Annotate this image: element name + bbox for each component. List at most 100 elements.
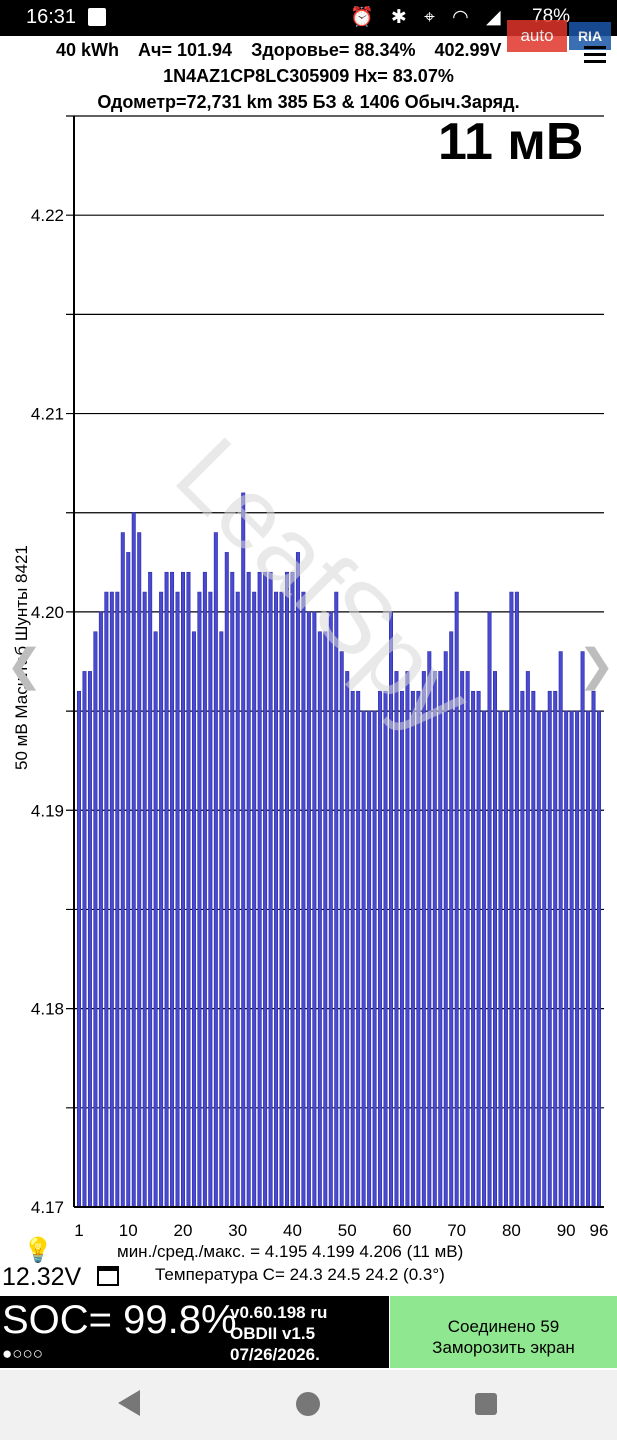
y-tick-label: 4.18 <box>31 1000 64 1019</box>
freeze-screen-button[interactable]: Соединено 59 Заморозить экран <box>390 1296 617 1368</box>
app-version: v0.60.198 ru <box>230 1303 328 1322</box>
cell-bar <box>334 591 339 1208</box>
cell-bar <box>367 710 372 1208</box>
cell-bar <box>312 611 317 1208</box>
cell-bar <box>224 552 229 1208</box>
cell-bar <box>503 710 508 1208</box>
x-tick-label: 80 <box>502 1221 521 1240</box>
cell-bar <box>586 710 591 1208</box>
cell-bar <box>285 571 289 1208</box>
cell-bar <box>432 671 437 1208</box>
cell-bar <box>170 571 175 1208</box>
cell-bar <box>301 591 306 1208</box>
temperature-readout: Температура C= 24.3 24.5 24.2 (0.3°) <box>155 1265 445 1284</box>
home-icon[interactable] <box>296 1392 320 1416</box>
cell-bar <box>290 571 295 1208</box>
cell-bar <box>93 631 98 1208</box>
x-tick-label: 60 <box>392 1221 411 1240</box>
bulb-icon[interactable]: 💡 <box>23 1237 53 1264</box>
freeze-label: Заморозить экран <box>432 1338 575 1357</box>
cell-bar <box>514 591 519 1208</box>
cell-bar <box>493 671 497 1208</box>
recents-icon[interactable] <box>475 1393 497 1415</box>
cell-bar <box>175 591 180 1208</box>
voltage-spread-value: 11 мВ <box>438 113 584 171</box>
cell-bar <box>252 591 257 1208</box>
cell-bar <box>109 591 114 1208</box>
cell-bar <box>525 671 530 1208</box>
cell-bar <box>339 651 344 1208</box>
cell-bar <box>213 532 218 1208</box>
cell-bar <box>564 710 569 1208</box>
x-tick-label: 50 <box>338 1221 357 1240</box>
cell-bar <box>317 631 322 1208</box>
pack-voltage: 402.99V <box>434 40 502 60</box>
cell-bar <box>487 611 492 1208</box>
prev-screen-icon[interactable]: ❮ <box>6 641 43 690</box>
cell-bar <box>257 571 262 1208</box>
cell-bar <box>191 631 196 1208</box>
cell-bar <box>328 611 333 1208</box>
cell-bar <box>482 710 487 1208</box>
cell-bar <box>378 690 383 1208</box>
cell-bar <box>547 690 552 1208</box>
autoria-watermark-badge: auto RIA <box>507 20 611 52</box>
cell-bar <box>410 690 415 1208</box>
cell-bar <box>558 651 563 1208</box>
cell-bar <box>405 671 410 1208</box>
cell-bar <box>148 571 153 1208</box>
cell-bar <box>197 591 202 1208</box>
badge-ria: RIA <box>569 22 611 50</box>
amp-hours: Ач= 101.94 <box>138 40 233 60</box>
cell-bar <box>246 571 251 1208</box>
cell-bar <box>553 690 558 1208</box>
soc-panel: SOC= 99.8% ●○○○ v0.60.198 ru OBDII v1.5 … <box>0 1296 389 1368</box>
cell-bar <box>295 552 300 1208</box>
cell-bar <box>82 671 87 1208</box>
cell-bar <box>104 591 109 1208</box>
y-tick-label: 4.17 <box>31 1198 64 1217</box>
cell-bar <box>126 552 131 1208</box>
cell-bar <box>98 611 103 1208</box>
status-icons: ⏰ ✱ ⌖ ◠ ◢ <box>350 7 507 28</box>
cell-bar <box>77 690 81 1208</box>
cell-bar <box>202 571 207 1208</box>
cell-bar <box>235 591 240 1208</box>
cell-bar <box>421 671 426 1208</box>
back-icon[interactable] <box>118 1390 140 1416</box>
odometer: Одометр=72,731 km 385 БЗ & 1406 Обыч.Зар… <box>97 92 520 112</box>
next-screen-icon[interactable]: ❯ <box>578 641 615 690</box>
cell-bar <box>438 671 443 1208</box>
cell-bar <box>399 690 404 1208</box>
cell-bar <box>531 690 536 1208</box>
cell-bar <box>131 512 136 1208</box>
cell-bar <box>536 710 541 1208</box>
cell-bar <box>465 671 470 1208</box>
cell-bar <box>372 710 377 1208</box>
cell-bar <box>350 690 355 1208</box>
cell-bar <box>181 571 185 1208</box>
cell-bar <box>361 710 366 1208</box>
cell-bar <box>323 631 328 1208</box>
cell-bar <box>509 591 514 1208</box>
calendar-icon[interactable] <box>97 1266 119 1286</box>
cell-voltage-chart[interactable]: 4.17 4.18 4.19 4.20 4.21 4.22 1 10 20 30 40 50 60 70… <box>0 0 617 1296</box>
version-info: v0.60.198 ru OBDII v1.5 07/26/2026. <box>230 1302 327 1365</box>
cell-bar <box>279 591 284 1208</box>
cell-bar <box>120 532 125 1208</box>
cell-bar <box>542 710 547 1208</box>
date-display: 07/26/2026. <box>230 1345 320 1364</box>
x-tick-label: 10 <box>119 1221 138 1240</box>
x-tick-label: 90 <box>557 1221 576 1240</box>
cell-bar <box>142 591 147 1208</box>
android-nav-bar <box>0 1370 617 1440</box>
y-tick-label: 4.22 <box>31 206 64 225</box>
cell-bar <box>241 492 246 1208</box>
cell-bar <box>345 671 350 1208</box>
y-tick-label: 4.19 <box>31 801 64 820</box>
menu-icon[interactable] <box>584 46 606 67</box>
x-tick-label: 30 <box>228 1221 247 1240</box>
status-time: 16:31 <box>26 6 77 28</box>
cell-bar <box>597 710 601 1208</box>
cell-bar <box>115 591 120 1208</box>
